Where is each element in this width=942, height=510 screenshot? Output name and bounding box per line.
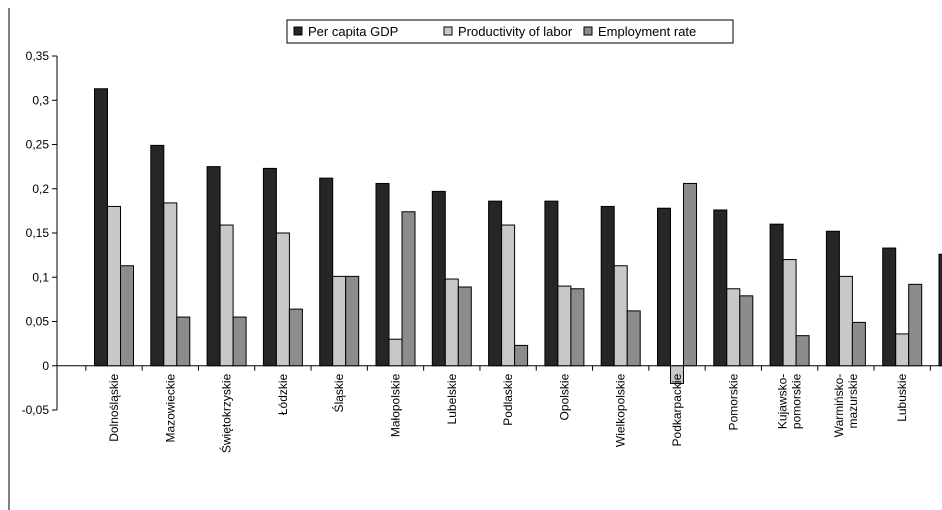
bar-productivity-of-labor-14 <box>895 333 910 367</box>
bar-employment-rate-1 <box>176 316 191 367</box>
bar-employment-rate-2 <box>232 316 247 367</box>
legend-swatch <box>293 26 303 36</box>
y-tick-label: -0,05 <box>22 403 50 417</box>
bar-productivity-of-labor-12 <box>782 259 797 367</box>
bar-per-capita-gdp-1 <box>150 144 165 367</box>
y-tick-label: 0,25 <box>26 138 50 152</box>
y-tick-label: 0,15 <box>26 226 50 240</box>
y-tick-label: 0,35 <box>26 49 50 63</box>
bar-productivity-of-labor-10 <box>670 365 684 384</box>
y-tick-label: 0 <box>42 359 49 373</box>
bar-per-capita-gdp-14 <box>882 247 897 367</box>
bar-productivity-of-labor-11 <box>726 288 741 367</box>
bar-employment-rate-9 <box>626 310 641 367</box>
bar-per-capita-gdp-2 <box>206 166 221 367</box>
bar-productivity-of-labor-2 <box>219 224 234 367</box>
bar-per-capita-gdp-6 <box>431 190 446 367</box>
bar-employment-rate-3 <box>288 308 303 367</box>
legend-label: Productivity of labor <box>458 24 573 39</box>
bar-employment-rate-7 <box>514 344 529 367</box>
bar-per-capita-gdp-8 <box>544 200 559 367</box>
bar-per-capita-gdp-9 <box>600 205 615 367</box>
x-category-label: Podlaskie <box>501 373 515 425</box>
legend: Per capita GDP Productivity of labor Emplo… <box>286 19 734 44</box>
x-category-label: Opolskie <box>557 373 571 420</box>
x-category-label: Śląskie <box>331 373 346 412</box>
bar-per-capita-gdp-13 <box>825 230 840 367</box>
bar-per-capita-gdp-5 <box>375 182 390 367</box>
legend-label: Per capita GDP <box>308 24 398 39</box>
x-category-label: Małopolskie <box>389 373 403 437</box>
y-tick-label: 0,05 <box>26 315 50 329</box>
bar-per-capita-gdp-10 <box>657 207 671 367</box>
y-tick-label: 0,3 <box>32 93 49 107</box>
bar-productivity-of-labor-3 <box>275 232 290 367</box>
bar-productivity-of-labor-5 <box>388 338 403 367</box>
bar-productivity-of-labor-9 <box>613 265 628 367</box>
bar-per-capita-gdp-15 <box>938 253 942 367</box>
x-category-label: Wielkopolskie <box>614 373 628 447</box>
bar-employment-rate-8 <box>570 288 585 367</box>
bar-employment-rate-6 <box>457 286 472 367</box>
bar-employment-rate-11 <box>739 295 754 367</box>
x-category-label: Pomorskie <box>726 373 740 430</box>
x-category-label: Mazowieckie <box>163 373 177 442</box>
legend-swatch <box>443 26 453 36</box>
bar-employment-rate-14 <box>908 283 923 367</box>
bar-employment-rate-13 <box>851 321 866 367</box>
bar-employment-rate-4 <box>345 275 360 367</box>
x-category-label: Podkarpackie <box>670 373 684 446</box>
bar-productivity-of-labor-4 <box>332 275 347 367</box>
y-tick-label: 0,2 <box>32 182 49 196</box>
bar-productivity-of-labor-7 <box>501 224 516 367</box>
bar-per-capita-gdp-3 <box>262 167 277 367</box>
x-category-label: Lubelskie <box>445 373 459 424</box>
bar-productivity-of-labor-8 <box>557 285 572 367</box>
x-category-label: Kujawsko-pomorskie <box>776 373 804 429</box>
x-category-label: Dolnośląskie <box>107 373 121 441</box>
y-tick-label: 0,1 <box>32 270 49 284</box>
x-category-label: Świętokrzyskie <box>219 373 234 453</box>
bar-per-capita-gdp-7 <box>488 200 503 367</box>
bar-per-capita-gdp-4 <box>319 177 334 367</box>
x-category-label: Lubuskie <box>895 373 909 421</box>
bar-productivity-of-labor-13 <box>838 275 853 367</box>
bar-employment-rate-12 <box>795 335 810 367</box>
legend-box <box>286 19 734 44</box>
bar-per-capita-gdp-0 <box>94 88 108 367</box>
bar-productivity-of-labor-1 <box>163 202 178 367</box>
bar-per-capita-gdp-11 <box>713 209 728 367</box>
legend-swatch <box>583 26 593 36</box>
bars <box>94 88 942 384</box>
legend-label: Employment rate <box>598 24 696 39</box>
bar-productivity-of-labor-0 <box>107 205 121 367</box>
bar-employment-rate-10 <box>683 182 697 367</box>
bar-productivity-of-labor-6 <box>444 278 459 367</box>
bar-employment-rate-5 <box>401 211 416 367</box>
axes <box>8 8 942 510</box>
x-category-label: Warmińsko-mazurskie <box>832 373 860 437</box>
bar-employment-rate-0 <box>120 265 134 367</box>
x-category-label: Łódzkie <box>276 373 290 415</box>
labels: -0,05 0 0,05 0,1 0,15 0,2 0,25 0,3 0,35 Dolnośląs… <box>22 49 910 453</box>
bar-per-capita-gdp-12 <box>769 223 784 367</box>
